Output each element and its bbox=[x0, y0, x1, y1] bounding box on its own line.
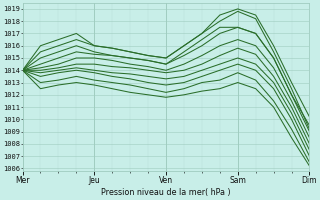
X-axis label: Pression niveau de la mer( hPa ): Pression niveau de la mer( hPa ) bbox=[101, 188, 231, 197]
